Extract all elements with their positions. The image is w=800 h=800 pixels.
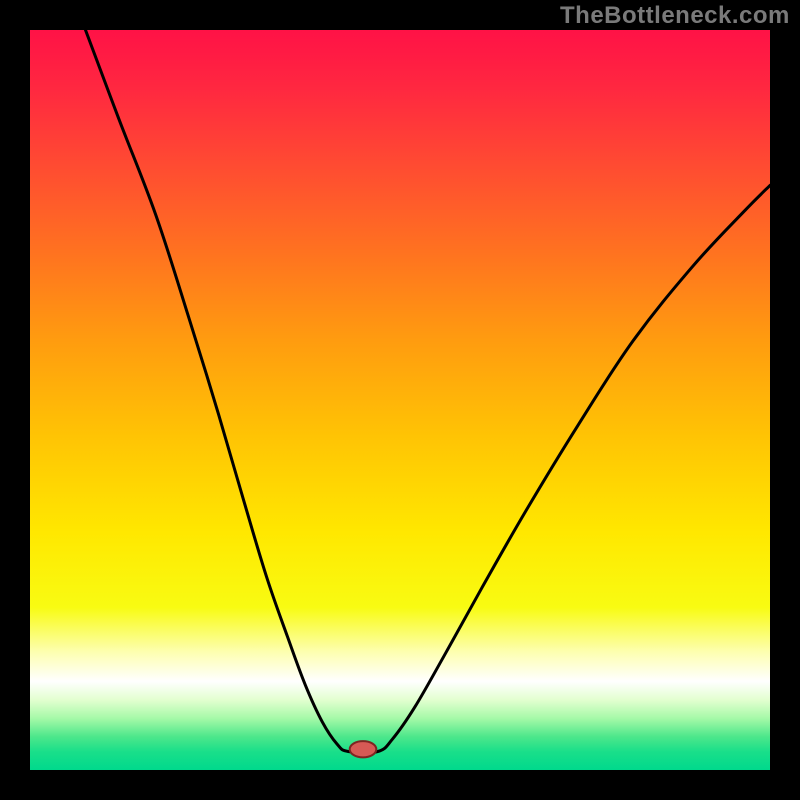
watermark-text: TheBottleneck.com (560, 2, 790, 30)
chart-stage: TheBottleneck.com (0, 0, 800, 800)
optimal-point-marker (350, 741, 377, 757)
gradient-background (30, 30, 770, 770)
bottleneck-chart (0, 0, 800, 800)
